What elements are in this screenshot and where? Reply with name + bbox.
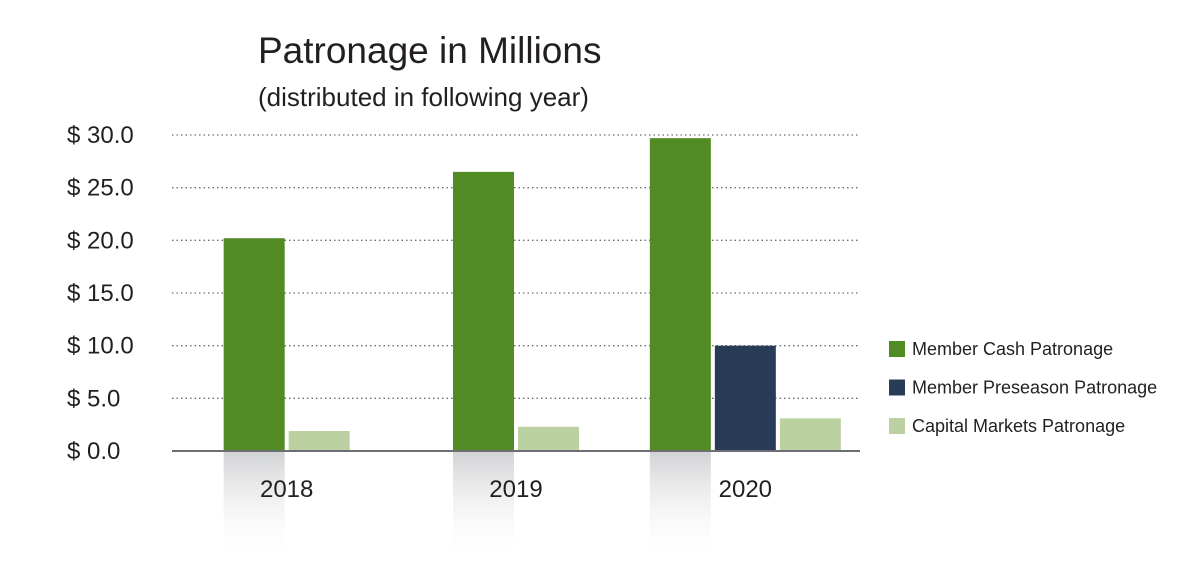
legend-label: Capital Markets Patronage [912, 416, 1125, 436]
legend-swatch [889, 379, 905, 396]
bar-2019-capital-markets-patronage [518, 426, 579, 451]
bar-2020-capital-markets-patronage [779, 418, 841, 451]
x-category-label: 2019 [489, 476, 542, 503]
bar-reflection [223, 452, 285, 562]
bar-reflection [453, 452, 514, 562]
bars [223, 138, 841, 451]
x-category-label: 2018 [260, 476, 313, 503]
bar-reflection [649, 452, 711, 562]
y-tick-label: $ 15.0 [67, 280, 134, 307]
y-tick-label: $ 30.0 [67, 122, 134, 149]
chart-title: Patronage in Millions [258, 30, 601, 71]
bar-2018-member-cash-patronage [223, 238, 285, 451]
bar-2020-member-preseason-patronage [714, 345, 776, 451]
x-axis-categories: 2018 2019 2020 [260, 476, 772, 503]
bar-2019-member-cash-patronage [453, 171, 514, 451]
y-tick-label: $ 0.0 [67, 438, 120, 465]
bar-2020-member-cash-patronage [649, 138, 711, 451]
legend-label: Member Preseason Patronage [912, 378, 1157, 398]
y-axis-ticks: $ 0.0 $ 5.0 $ 10.0 $ 15.0 $ 20.0 $ 25.0 $ 30.0 [67, 122, 134, 465]
y-tick-label: $ 25.0 [67, 175, 134, 202]
y-tick-label: $ 10.0 [67, 333, 134, 360]
legend-swatch [889, 341, 905, 357]
bar-2018-capital-markets-patronage [288, 430, 350, 451]
x-category-label: 2020 [719, 476, 772, 503]
legend-label: Member Cash Patronage [912, 339, 1113, 359]
legend-swatch [889, 418, 905, 434]
y-tick-label: $ 20.0 [67, 227, 134, 254]
y-tick-label: $ 5.0 [67, 385, 120, 412]
chart-subtitle: (distributed in following year) [258, 82, 589, 112]
bar-reflections [223, 452, 711, 562]
legend: Member Cash Patronage Member Preseason Pa… [889, 339, 1157, 436]
